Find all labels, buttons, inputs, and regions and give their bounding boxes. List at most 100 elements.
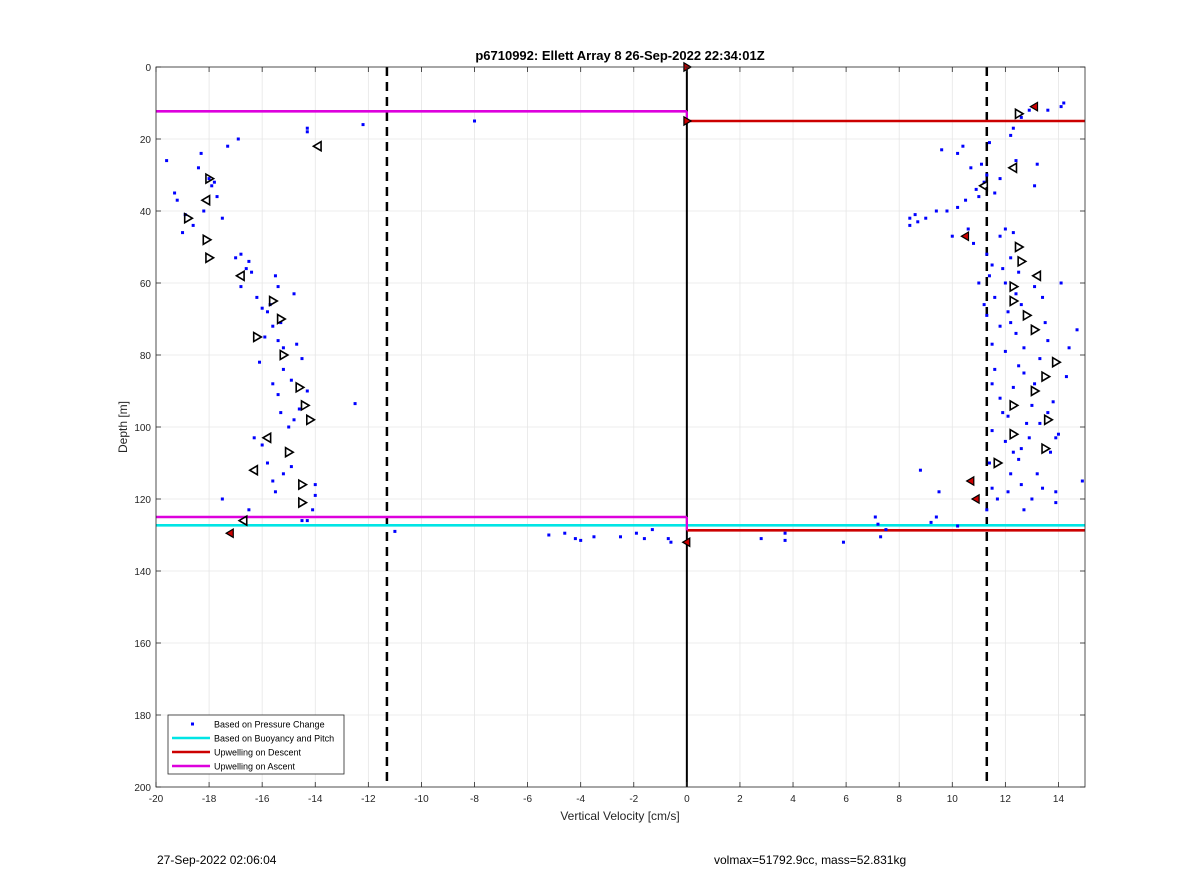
pressure-change-point <box>987 141 991 145</box>
pressure-change-point <box>759 537 763 541</box>
pressure-change-point <box>165 159 169 163</box>
pressure-change-point <box>265 310 269 314</box>
pressure-change-point <box>1022 346 1026 350</box>
pressure-change-point <box>252 436 256 440</box>
pressure-change-point <box>191 223 195 227</box>
pressure-change-point <box>876 522 880 526</box>
pressure-change-point <box>1035 472 1039 476</box>
pressure-change-point <box>634 531 638 535</box>
pressure-change-point <box>937 490 941 494</box>
x-tick-label: -6 <box>523 794 532 805</box>
open-triangle-point <box>1009 428 1020 441</box>
pressure-change-point <box>1038 357 1042 361</box>
pressure-change-point <box>473 119 477 123</box>
filled-triangle-point <box>970 493 980 505</box>
pressure-change-point <box>1035 162 1039 166</box>
pressure-change-point <box>1067 346 1071 350</box>
pressure-change-point <box>993 295 997 299</box>
y-tick-label: 200 <box>134 783 151 794</box>
y-tick-label: 0 <box>145 63 151 74</box>
open-triangle-point <box>1014 107 1025 120</box>
pressure-change-point <box>924 216 928 220</box>
pressure-change-point <box>1003 349 1007 353</box>
y-tick-label: 80 <box>140 351 152 362</box>
pressure-change-point <box>311 508 315 512</box>
open-triangle-point <box>183 212 194 225</box>
pressure-change-point <box>1022 508 1026 512</box>
pressure-change-point <box>977 195 981 199</box>
open-triangle-point <box>1017 255 1028 268</box>
pressure-change-point <box>1019 483 1023 487</box>
pressure-change-point <box>918 468 922 472</box>
open-triangle-point <box>978 179 989 192</box>
pressure-change-point <box>1011 450 1015 454</box>
pressure-change-point <box>1001 267 1005 271</box>
legend-label: Based on Buoyancy and Pitch <box>214 734 334 744</box>
open-triangle-point <box>1041 370 1052 383</box>
open-triangle-point <box>279 349 290 361</box>
pressure-change-point <box>1038 421 1042 425</box>
pressure-change-point <box>964 198 968 202</box>
pressure-change-point <box>873 515 877 519</box>
pressure-change-point <box>982 180 986 184</box>
pressure-change-point <box>990 429 994 433</box>
pressure-change-point <box>210 184 214 188</box>
pressure-change-point <box>879 535 883 539</box>
x-tick-label: 10 <box>947 794 959 805</box>
x-tick-label: -14 <box>308 794 323 805</box>
open-triangle-point <box>268 295 279 307</box>
pressure-change-point <box>212 180 216 184</box>
pressure-change-point <box>258 360 262 364</box>
pressure-change-point <box>220 497 224 501</box>
pressure-change-point <box>276 393 280 397</box>
open-triangle-point <box>298 478 309 491</box>
pressure-change-point <box>841 540 845 544</box>
pressure-change-point <box>987 274 991 278</box>
y-tick-label: 180 <box>134 711 151 722</box>
pressure-change-point <box>998 177 1002 181</box>
pressure-change-point <box>292 418 296 422</box>
pressure-change-point <box>1051 400 1055 404</box>
data-points <box>165 61 1084 548</box>
legend-label: Upwelling on Ascent <box>214 762 296 772</box>
pressure-change-point <box>956 205 960 209</box>
pressure-change-point <box>244 267 248 271</box>
x-tick-label: 12 <box>1000 794 1012 805</box>
pressure-change-point <box>313 493 317 497</box>
pressure-change-point <box>977 281 981 285</box>
pressure-change-point <box>998 324 1002 328</box>
pressure-change-point <box>1017 270 1021 274</box>
pressure-change-point <box>215 195 219 199</box>
pressure-change-point <box>573 537 577 541</box>
pressure-change-point <box>547 533 551 537</box>
pressure-change-point <box>271 382 275 386</box>
pressure-change-point <box>1030 403 1034 407</box>
pressure-change-point <box>1062 101 1066 105</box>
open-triangle-point <box>305 413 317 426</box>
pressure-change-point <box>196 166 200 170</box>
x-tick-label: -10 <box>414 794 429 805</box>
pressure-change-point <box>956 524 960 528</box>
open-triangle-point <box>284 446 295 459</box>
pressure-change-point <box>250 270 254 274</box>
pressure-change-point <box>985 508 989 512</box>
pressure-change-point <box>1017 457 1021 461</box>
open-triangle-point <box>300 399 311 412</box>
x-tick-label: -8 <box>470 794 479 805</box>
pressure-change-point <box>297 407 301 411</box>
open-triangle-point <box>1030 385 1041 397</box>
y-tick-label: 20 <box>140 135 152 146</box>
open-triangle-point <box>248 464 259 477</box>
x-tick-label: -2 <box>629 794 638 805</box>
x-tick-label: -4 <box>576 794 585 805</box>
x-tick-label: 2 <box>737 794 743 805</box>
open-triangle-point <box>252 331 263 343</box>
pressure-change-point <box>579 538 583 542</box>
pressure-change-point <box>292 292 296 296</box>
pressure-change-point <box>226 144 230 148</box>
pressure-change-point <box>1054 501 1058 505</box>
pressure-change-point <box>985 173 989 177</box>
pressure-change-point <box>929 520 933 524</box>
pressure-change-point <box>884 528 888 532</box>
open-triangle-point <box>234 269 245 282</box>
